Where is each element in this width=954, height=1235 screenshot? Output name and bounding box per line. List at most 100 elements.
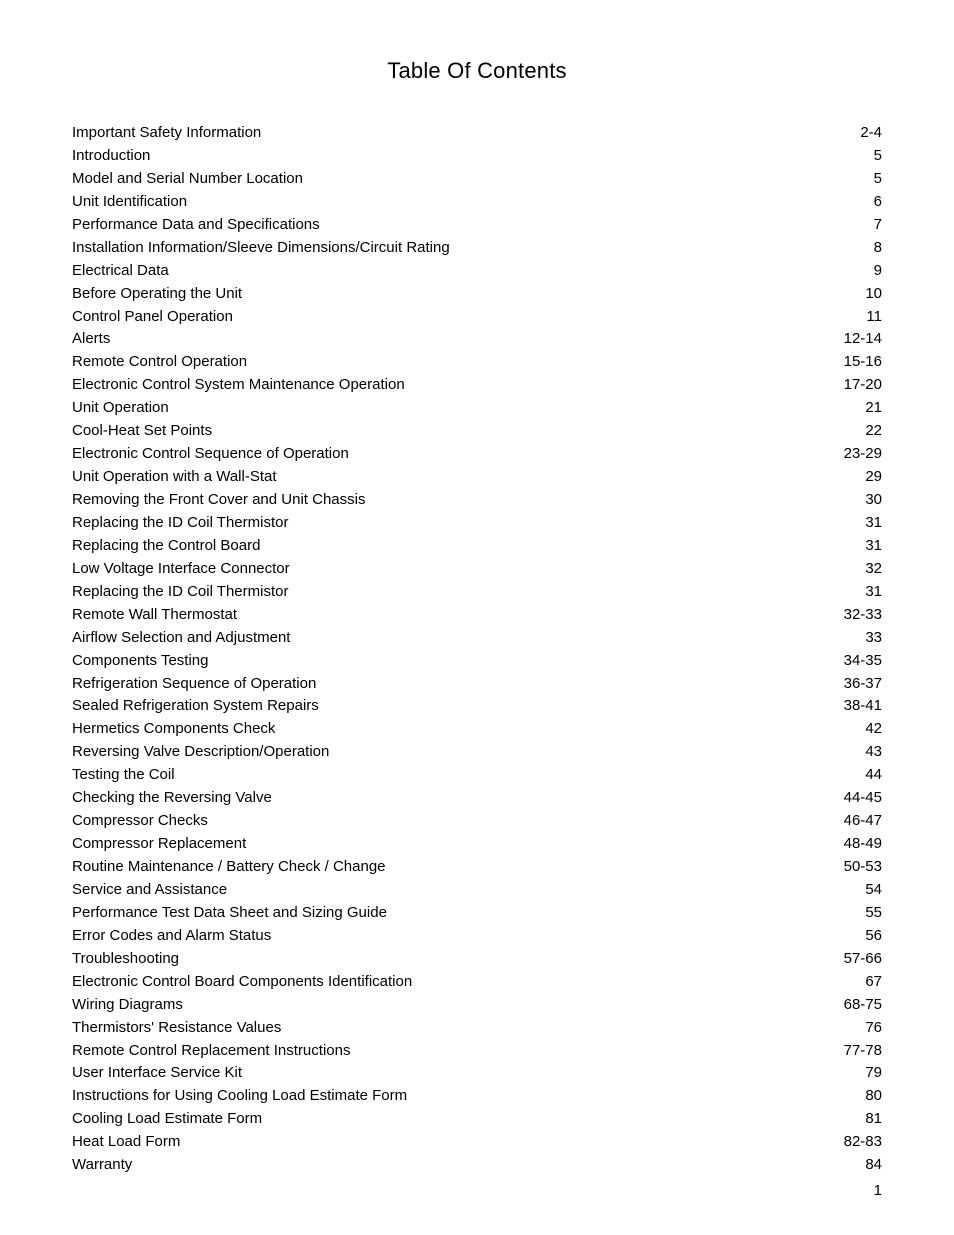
toc-entry-page: 31 [865,581,882,604]
toc-entry-label: Replacing the ID Coil Thermistor [72,581,288,604]
toc-entry-label: Routine Maintenance / Battery Check / Ch… [72,856,386,879]
toc-entry-page: 67 [865,971,882,994]
toc-entry-label: Unit Identification [72,191,187,214]
toc-row: Sealed Refrigeration System Repairs 38-41 [72,695,882,718]
toc-entry-page: 5 [874,168,882,191]
toc-row: Checking the Reversing Valve44-45 [72,787,882,810]
toc-row: Remote Control Operation 15-16 [72,351,882,374]
toc-row: Airflow Selection and Adjustment 33 [72,627,882,650]
toc-row: Installation Information/Sleeve Dimensio… [72,237,882,260]
toc-entry-page: 7 [874,214,882,237]
toc-row: Electronic Control Sequence of Operation… [72,443,882,466]
toc-row: Routine Maintenance / Battery Check / Ch… [72,856,882,879]
toc-row: Electronic Control Board Components Iden… [72,971,882,994]
toc-entry-page: 80 [865,1085,882,1108]
page-title: Table Of Contents [72,58,882,84]
toc-row: Replacing the ID Coil Thermistor 31 [72,512,882,535]
toc-entry-page: 84 [865,1154,882,1177]
toc-entry-label: Performance Data and Specifications [72,214,320,237]
toc-entry-label: Warranty [72,1154,132,1177]
toc-entry-label: Introduction [72,145,150,168]
toc-row: Alerts 12-14 [72,328,882,351]
toc-row: Refrigeration Sequence of Operation36-37 [72,673,882,696]
toc-row: Service and Assistance54 [72,879,882,902]
toc-entry-label: Sealed Refrigeration System Repairs [72,695,319,718]
toc-row: Components Testing 34-35 [72,650,882,673]
toc-entry-label: Cooling Load Estimate Form [72,1108,262,1131]
toc-entry-label: Before Operating the Unit [72,283,242,306]
toc-row: Introduction 5 [72,145,882,168]
toc-entry-page: 32 [865,558,882,581]
toc-entry-page: 42 [865,718,882,741]
toc-row: Electrical Data9 [72,260,882,283]
toc-row: Remote Wall Thermostat32-33 [72,604,882,627]
toc-entry-label: Alerts [72,328,110,351]
toc-entry-page: 31 [865,535,882,558]
toc-entry-page: 38-41 [844,695,882,718]
toc-entry-page: 12-14 [844,328,882,351]
toc-row: Important Safety Information2-4 [72,122,882,145]
toc-entry-label: Hermetics Components Check [72,718,275,741]
toc-entry-label: Heat Load Form [72,1131,180,1154]
toc-row: Remote Control Replacement Instructions7… [72,1040,882,1063]
toc-entry-label: Reversing Valve Description/Operation [72,741,329,764]
toc-row: Instructions for Using Cooling Load Esti… [72,1085,882,1108]
toc-row: Compressor Replacement48-49 [72,833,882,856]
toc-entry-label: Performance Test Data Sheet and Sizing G… [72,902,387,925]
toc-row: Error Codes and Alarm Status56 [72,925,882,948]
toc-entry-page: 17-20 [844,374,882,397]
toc-entry-page: 79 [865,1062,882,1085]
toc-entry-page: 68-75 [844,994,882,1017]
toc-row: Hermetics Components Check 42 [72,718,882,741]
toc-entry-page: 8 [874,237,882,260]
toc-entry-label: Removing the Front Cover and Unit Chassi… [72,489,365,512]
toc-entry-page: 57-66 [844,948,882,971]
toc-entry-label: Components Testing [72,650,208,673]
toc-entry-page: 15-16 [844,351,882,374]
toc-row: Heat Load Form82-83 [72,1131,882,1154]
toc-entry-label: Thermistors' Resistance Values [72,1017,281,1040]
toc-entry-label: Unit Operation with a Wall-Stat [72,466,277,489]
toc-row: Cooling Load Estimate Form 81 [72,1108,882,1131]
toc-entry-page: 50-53 [844,856,882,879]
toc-row: Unit Operation21 [72,397,882,420]
toc-row: Low Voltage Interface Connector32 [72,558,882,581]
toc-row: Performance Test Data Sheet and Sizing G… [72,902,882,925]
document-page: Table Of Contents Important Safety Infor… [0,0,954,1235]
toc-row: Model and Serial Number Location5 [72,168,882,191]
toc-entry-page: 10 [865,283,882,306]
toc-entry-page: 33 [865,627,882,650]
toc-entry-label: Remote Control Operation [72,351,247,374]
toc-entry-label: Important Safety Information [72,122,261,145]
toc-row: Removing the Front Cover and Unit Chassi… [72,489,882,512]
toc-entry-label: User Interface Service Kit [72,1062,242,1085]
toc-entry-page: 48-49 [844,833,882,856]
toc-entry-label: Testing the Coil [72,764,175,787]
toc-entry-page: 34-35 [844,650,882,673]
toc-row: Unit Identification 6 [72,191,882,214]
toc-entry-label: Replacing the ID Coil Thermistor [72,512,288,535]
toc-row: Before Operating the Unit 10 [72,283,882,306]
toc-entry-label: Electronic Control System Maintenance Op… [72,374,405,397]
table-of-contents: Important Safety Information2-4Introduct… [72,122,882,1177]
toc-entry-page: 22 [865,420,882,443]
toc-entry-page: 30 [865,489,882,512]
toc-entry-page: 77-78 [844,1040,882,1063]
toc-entry-label: Checking the Reversing Valve [72,787,272,810]
toc-row: Performance Data and Specifications 7 [72,214,882,237]
toc-entry-page: 43 [865,741,882,764]
toc-row: Testing the Coil 44 [72,764,882,787]
toc-row: Thermistors' Resistance Values 76 [72,1017,882,1040]
toc-entry-page: 5 [874,145,882,168]
toc-entry-label: Instructions for Using Cooling Load Esti… [72,1085,407,1108]
toc-entry-page: 31 [865,512,882,535]
toc-row: Reversing Valve Description/Operation 43 [72,741,882,764]
toc-entry-page: 44 [865,764,882,787]
toc-entry-page: 76 [865,1017,882,1040]
toc-entry-page: 6 [874,191,882,214]
toc-row: Replacing the ID Coil Thermistor 31 [72,581,882,604]
toc-row: Cool-Heat Set Points22 [72,420,882,443]
toc-entry-page: 9 [874,260,882,283]
toc-entry-page: 81 [865,1108,882,1131]
toc-entry-label: Airflow Selection and Adjustment [72,627,290,650]
